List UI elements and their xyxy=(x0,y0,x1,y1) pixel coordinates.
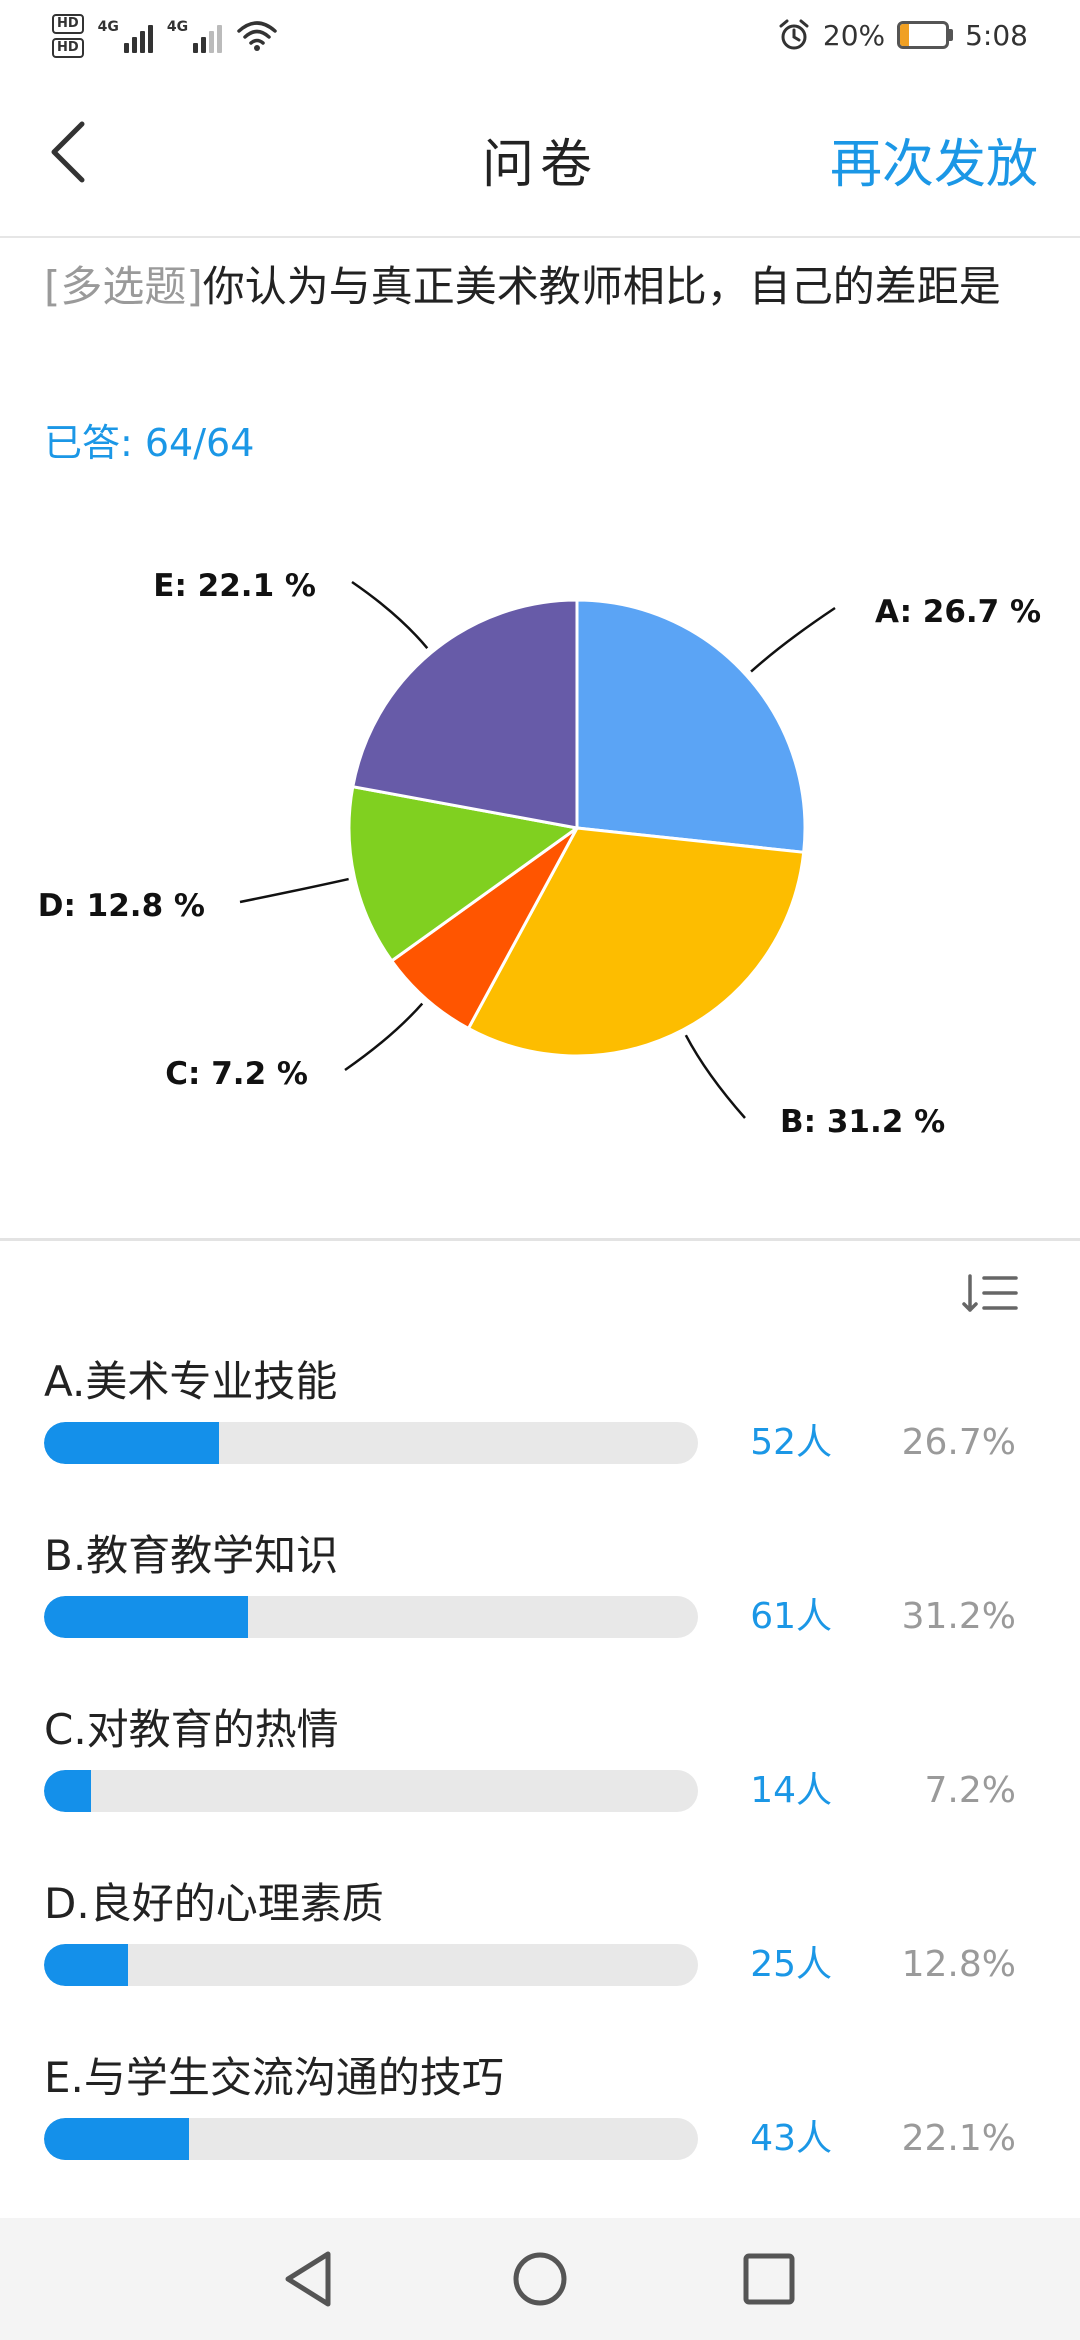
option-percent: 22.1% xyxy=(901,2118,1016,2159)
option-count: 61人 xyxy=(750,1596,832,1637)
hd-indicators: HD HD xyxy=(52,14,84,58)
wifi-icon xyxy=(237,21,277,51)
option-row: E.与学生交流沟通的技巧 43人 22.1% xyxy=(44,2044,1044,2194)
option-label: B.教育教学知识 xyxy=(44,1531,339,1580)
pie-slice-a xyxy=(575,598,807,854)
signal-icon: 4G xyxy=(166,19,223,53)
progress-fill xyxy=(44,1944,128,1986)
option-percent: 7.2% xyxy=(924,1770,1016,1811)
resend-button[interactable]: 再次发放 xyxy=(829,135,1038,195)
option-label: C.对教育的热情 xyxy=(44,1705,339,1754)
progress-fill xyxy=(44,1422,219,1464)
status-left: HD HD 4G 4G xyxy=(52,14,278,58)
progress-track xyxy=(44,1596,698,1638)
network-type: 4G xyxy=(166,19,189,35)
pie-slice-d xyxy=(347,784,581,963)
pie-label-c: C: 7.2 % xyxy=(165,1056,308,1092)
progress-track xyxy=(44,2118,698,2160)
option-row: C.对教育的热情 14人 7.2% xyxy=(44,1696,1044,1846)
option-row: A.美术专业技能 52人 26.7% xyxy=(44,1348,1044,1498)
progress-fill xyxy=(44,2118,189,2160)
battery-icon xyxy=(897,21,954,49)
nav-recents-icon[interactable] xyxy=(732,2242,806,2316)
option-row: D.良好的心理素质 25人 12.8% xyxy=(44,1870,1044,2020)
sort-icon[interactable] xyxy=(962,1268,1020,1318)
pie-label-d: D: 12.8 % xyxy=(38,888,205,924)
leader-line-c xyxy=(344,1002,424,1072)
option-label: D.良好的心理素质 xyxy=(44,1879,384,1928)
option-count: 14人 xyxy=(750,1770,832,1811)
option-percent: 26.7% xyxy=(901,1422,1016,1463)
pie-chart: A: 26.7 % B: 31.2 % C: 7.2 % D: 12.8 % E: 22… xyxy=(38,568,1041,1140)
progress-track xyxy=(44,1770,698,1812)
answered-count: 已答: 64/64 xyxy=(44,421,255,465)
option-percent: 31.2% xyxy=(901,1596,1016,1637)
battery-percent: 20% xyxy=(822,18,886,52)
leader-line-d xyxy=(239,877,349,904)
pie-label-e: E: 22.1 % xyxy=(153,568,316,604)
option-count: 52人 xyxy=(750,1422,832,1463)
pie-slice-c xyxy=(389,826,579,1031)
pie-slice-e xyxy=(351,598,579,830)
question-body: 你认为与真正美术教师相比，自己的差距是 xyxy=(202,262,1001,311)
option-percent: 12.8% xyxy=(901,1944,1016,1985)
page-title: 问卷 xyxy=(481,135,598,195)
back-icon[interactable] xyxy=(40,112,100,192)
status-bar: HD HD 4G 4G 20% 5:08 xyxy=(0,0,1080,72)
progress-fill xyxy=(44,1770,92,1812)
app-header: 问卷 再次发放 xyxy=(0,72,1080,238)
leader-line-e xyxy=(351,580,429,649)
nav-home-icon[interactable] xyxy=(503,2242,577,2316)
pie-slice-b xyxy=(466,826,806,1058)
divider xyxy=(0,1238,1080,1241)
option-count: 43人 xyxy=(750,2118,832,2159)
progress-fill xyxy=(44,1596,249,1638)
option-label: E.与学生交流沟通的技巧 xyxy=(44,2053,504,2102)
signal-icon: 4G xyxy=(98,19,153,53)
progress-track xyxy=(44,1422,698,1464)
network-type: 4G xyxy=(97,19,119,35)
nav-back-icon[interactable] xyxy=(272,2242,346,2316)
question-text: [多选题]你认为与真正美术教师相比，自己的差距是 xyxy=(44,254,1044,320)
alarm-icon xyxy=(779,19,809,50)
system-nav-bar xyxy=(0,2218,1080,2340)
hd-icon: HD xyxy=(52,14,84,34)
option-count: 25人 xyxy=(750,1944,832,1985)
leader-line-a xyxy=(750,606,836,673)
leader-line-b xyxy=(684,1034,746,1119)
progress-track xyxy=(44,1944,698,1986)
question-type-tag: [多选题] xyxy=(44,262,203,311)
clock: 5:08 xyxy=(965,18,1028,52)
pie-label-a: A: 26.7 % xyxy=(875,594,1041,630)
option-row: B.教育教学知识 61人 31.2% xyxy=(44,1522,1044,1672)
option-label: A.美术专业技能 xyxy=(44,1357,338,1406)
status-right: 20% 5:08 xyxy=(777,18,1028,52)
hd-icon: HD xyxy=(52,38,84,58)
pie-label-b: B: 31.2 % xyxy=(780,1104,945,1140)
